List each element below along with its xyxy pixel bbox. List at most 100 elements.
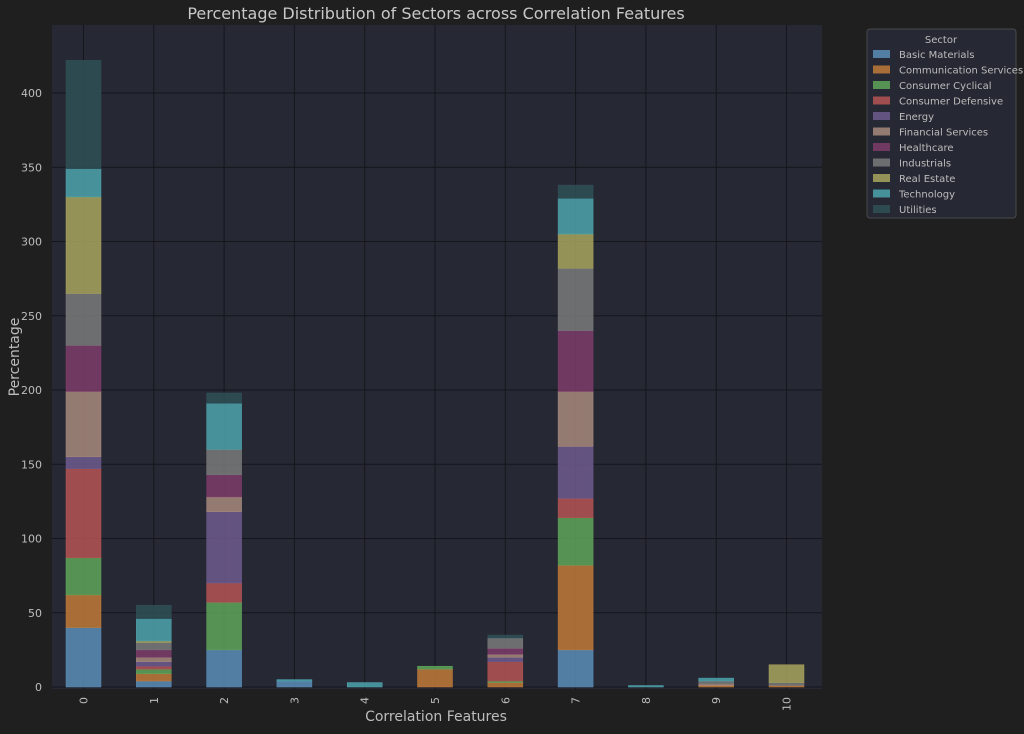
bar-segment bbox=[557, 184, 594, 199]
legend-swatch bbox=[873, 143, 890, 151]
bar-segment bbox=[487, 654, 524, 658]
bar-segment bbox=[276, 679, 313, 682]
legend-swatch bbox=[873, 205, 890, 213]
bar-segment bbox=[698, 680, 734, 685]
bar-segment bbox=[65, 468, 102, 559]
bar-segment bbox=[136, 618, 172, 642]
bar-segment bbox=[557, 391, 594, 447]
bar-segment bbox=[487, 648, 524, 655]
bar-segment bbox=[487, 637, 524, 649]
bar-segment bbox=[206, 403, 242, 450]
legend-swatch bbox=[873, 50, 890, 58]
x-tick-label: 1 bbox=[148, 697, 161, 704]
bar-segment bbox=[206, 496, 242, 513]
x-tick-label: 0 bbox=[78, 697, 91, 704]
bar-segment bbox=[136, 657, 172, 663]
bar-segment bbox=[65, 594, 102, 628]
bar-segment bbox=[557, 198, 594, 235]
bar-segment bbox=[136, 673, 172, 682]
bar-segment bbox=[557, 564, 594, 651]
bar-segment bbox=[136, 668, 172, 674]
x-tick-label: 5 bbox=[429, 697, 442, 704]
x-tick-label: 4 bbox=[359, 697, 372, 704]
bar-segment bbox=[206, 449, 242, 475]
bar-segment bbox=[557, 517, 594, 566]
bar-segment bbox=[65, 345, 102, 392]
bar-segment bbox=[65, 627, 102, 688]
legend-label: Utilities bbox=[899, 205, 937, 216]
bar-segment bbox=[557, 446, 594, 499]
bar-segment bbox=[136, 605, 172, 619]
x-tick-label: 10 bbox=[781, 697, 794, 711]
chart-title: Percentage Distribution of Sectors acros… bbox=[187, 4, 684, 23]
legend-box bbox=[866, 28, 1017, 219]
legend-swatch bbox=[873, 65, 890, 74]
legend-swatch bbox=[873, 189, 890, 198]
bar-segment bbox=[65, 196, 102, 294]
bar-segment bbox=[206, 511, 242, 584]
x-tick-label: 2 bbox=[218, 697, 231, 704]
legend-label: Financial Services bbox=[899, 128, 988, 139]
bar-segment bbox=[136, 665, 172, 670]
y-tick-label: 200 bbox=[21, 384, 42, 397]
legend-label: Communication Services bbox=[899, 66, 1023, 77]
plot-area bbox=[52, 25, 822, 689]
bar-segment bbox=[276, 680, 313, 688]
bar-segment bbox=[136, 649, 172, 658]
bar-segment bbox=[487, 657, 524, 663]
bar-segment bbox=[65, 60, 102, 169]
legend-label: Industrials bbox=[899, 159, 951, 170]
bar-segment bbox=[136, 680, 172, 688]
legend-label: Basic Materials bbox=[899, 50, 975, 61]
bar-segment bbox=[557, 267, 594, 331]
bar-segment bbox=[136, 661, 172, 667]
x-tick-label: 8 bbox=[640, 697, 653, 704]
bar-segment bbox=[557, 498, 594, 518]
x-tick-label: 3 bbox=[288, 697, 301, 704]
bar-segment bbox=[487, 634, 524, 639]
legend-label: Technology bbox=[898, 190, 955, 201]
bars bbox=[65, 60, 805, 688]
x-axis-ticks: 0 1 2 3 4 5 6 7 8 9 10 bbox=[78, 697, 794, 711]
x-tick-label: 7 bbox=[570, 697, 583, 704]
bar-segment bbox=[417, 668, 453, 688]
bar-segment bbox=[698, 677, 734, 682]
legend-swatch bbox=[873, 112, 890, 120]
legend: Sector Basic Materials Communication Serv… bbox=[866, 28, 1023, 219]
y-tick-label: 400 bbox=[21, 87, 42, 100]
bar-segment bbox=[206, 392, 242, 404]
x-tick-label: 6 bbox=[499, 697, 512, 704]
x-tick-label: 9 bbox=[710, 697, 723, 704]
bar-segment bbox=[557, 330, 594, 392]
y-tick-label: 0 bbox=[35, 681, 42, 694]
legend-swatch bbox=[873, 81, 890, 89]
legend-label: Consumer Defensive bbox=[899, 97, 1003, 108]
bar-segment bbox=[206, 602, 242, 651]
y-tick-label: 50 bbox=[28, 607, 42, 620]
bar-segment bbox=[206, 474, 242, 498]
y-tick-label: 300 bbox=[21, 236, 42, 249]
y-tick-label: 100 bbox=[21, 533, 42, 546]
legend-swatch bbox=[873, 96, 890, 105]
bar-segment bbox=[65, 391, 102, 458]
legend-title: Sector bbox=[925, 35, 958, 46]
legend-label: Energy bbox=[899, 112, 934, 123]
bar-segment bbox=[346, 682, 383, 688]
legend-swatch bbox=[873, 174, 890, 182]
bar-segment bbox=[557, 649, 594, 688]
legend-swatch bbox=[873, 127, 890, 136]
bar-segment bbox=[417, 665, 453, 670]
bar-segment bbox=[206, 649, 242, 688]
x-axis-label: Correlation Features bbox=[365, 709, 507, 725]
bar-segment bbox=[557, 233, 594, 269]
bar-segment bbox=[487, 682, 524, 688]
y-tick-label: 250 bbox=[21, 310, 42, 323]
y-tick-label: 150 bbox=[21, 458, 42, 471]
y-axis-ticks: 0 50 100 150 200 250 300 350 400 bbox=[21, 87, 42, 694]
bar-segment bbox=[65, 293, 102, 346]
bar-segment bbox=[65, 456, 102, 469]
bar-segment bbox=[136, 642, 172, 651]
bar-segment bbox=[487, 661, 524, 682]
